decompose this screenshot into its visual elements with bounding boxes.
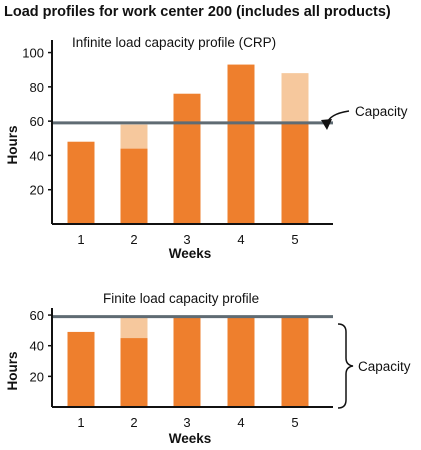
x-tick-label: 5 [291,232,298,247]
x-tick-label: 3 [183,232,190,247]
y-tick-label: 20 [30,369,44,384]
x-tick-label: 2 [130,415,137,430]
bar-load [173,316,201,407]
bar-overload [120,316,148,339]
y-axis-label: Hours [5,351,20,390]
y-axis-label: Hours [5,125,20,164]
x-tick-label: 4 [237,415,244,430]
capacity-arrowhead [321,119,332,130]
y-tick-label: 100 [22,46,44,61]
infinite-load-chart: Infinite load capacity profile (CRP) 1 2 3 4… [5,35,408,261]
x-tick-label: 1 [77,415,84,430]
bar-load [227,64,255,224]
y-tick-label: 20 [30,183,44,198]
chart-title: Finite load capacity profile [103,291,259,306]
bar-load [67,331,95,407]
y-tick-label: 40 [30,148,44,163]
y-tick-label: 40 [30,339,44,354]
finite-load-chart: Finite load capacity profile 1 2 3 4 5 20 40 60 H… [5,291,411,446]
capacity-annotation: Capacity [355,104,408,119]
page-title: Load profiles for work center 200 (inclu… [4,4,391,20]
y-tick-label: 60 [30,114,44,129]
bar-overload [120,124,148,149]
bar-load [67,141,95,224]
capacity-brace [337,323,354,409]
y-tick-label: 60 [30,308,44,323]
bar-load [173,93,201,224]
x-tick-label: 2 [130,232,137,247]
x-tick-label: 3 [183,415,190,430]
x-tick-label: 5 [291,415,298,430]
bar-load [227,316,255,407]
bar-load [120,148,148,224]
bar-load [281,316,309,407]
x-tick-label: 1 [77,232,84,247]
bar-load [120,338,148,407]
chart-title: Infinite load capacity profile (CRP) [72,35,276,50]
y-tick-label: 80 [30,80,44,95]
capacity-annotation: Capacity [358,359,411,374]
x-tick-label: 4 [237,232,244,247]
bar-overload [281,73,309,123]
bar-load [281,122,309,224]
x-axis-label: Weeks [169,246,212,261]
x-axis-label: Weeks [169,431,212,446]
